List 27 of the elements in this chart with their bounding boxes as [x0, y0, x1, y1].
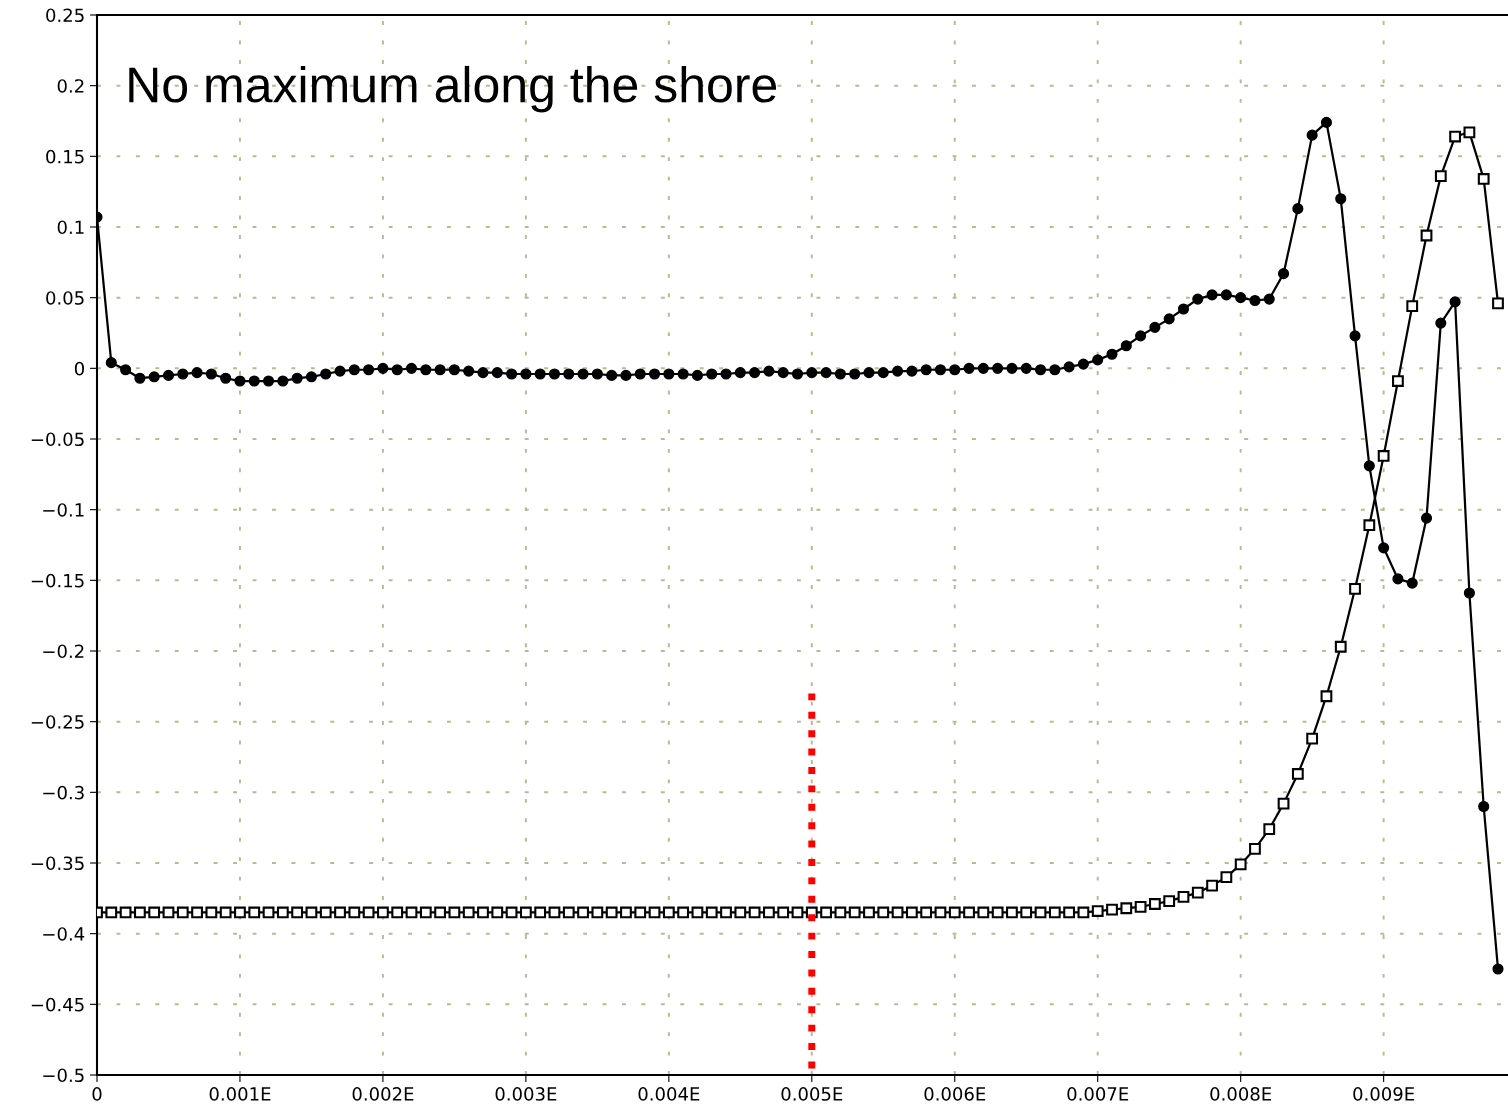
y-tick-label: −0.25 [31, 715, 84, 729]
y-tick-label: −0.45 [31, 997, 84, 1012]
annotation: No maximum along the shore [129, 65, 777, 113]
x-tick-label: 0.009E [1353, 1087, 1415, 1101]
y-tick-label: −0.05 [31, 432, 84, 447]
y-tick-label: −0.3 [43, 785, 84, 800]
x-tick-label: 0.004E [638, 1087, 700, 1101]
x-tick-label: 0.005E [781, 1087, 843, 1101]
y-tick-label: 0 [74, 361, 84, 376]
y-tick-label: 0.1 [57, 220, 84, 235]
x-tick-label: 0.008E [1210, 1087, 1272, 1101]
y-tick-label: 0.05 [46, 291, 84, 305]
y-tick-label: −0.1 [43, 503, 84, 517]
y-tick-label: 0.25 [46, 8, 84, 23]
x-tick-label: 0.001E [209, 1087, 271, 1101]
y-tick-label: −0.5 [43, 1068, 84, 1083]
y-tick-label: 0.15 [46, 149, 84, 164]
y-tick-label: −0.4 [43, 927, 85, 941]
y-tick-label: −0.15 [31, 573, 84, 588]
y-tick-label: 0.2 [57, 79, 84, 93]
x-tick-label: 0.002E [352, 1087, 414, 1101]
x-tick-label: 0.006E [924, 1087, 986, 1101]
x-tick-label: 0.007E [1067, 1087, 1129, 1101]
y-tick-label: −0.35 [31, 856, 84, 871]
x-tick-label: 0.003E [495, 1087, 557, 1101]
y-tick-label: −0.2 [43, 644, 84, 659]
x-tick-label: 0 [92, 1087, 102, 1101]
